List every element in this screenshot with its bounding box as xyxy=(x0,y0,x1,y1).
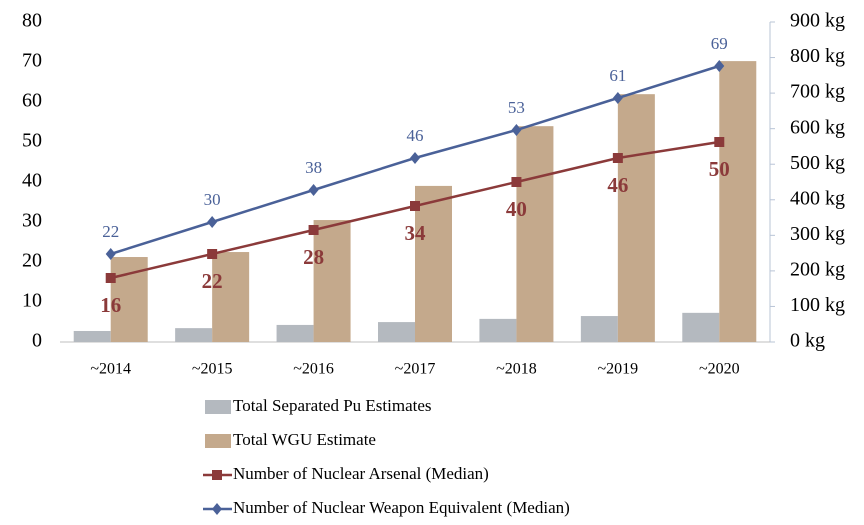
y2-tick-label: 800 kg xyxy=(790,45,845,67)
y2-tick-label: 400 kg xyxy=(790,187,845,209)
y2-tick-label: 500 kg xyxy=(790,152,845,174)
legend-label: Total Separated Pu Estimates xyxy=(233,396,432,415)
marker xyxy=(207,216,218,228)
data-label: 53 xyxy=(508,98,525,117)
y2-tick-label: 200 kg xyxy=(790,258,845,280)
bar xyxy=(617,94,655,342)
marker xyxy=(105,273,116,283)
y-tick-label: 10 xyxy=(22,290,42,312)
x-tick-label: ~2016 xyxy=(293,361,334,378)
data-label: 34 xyxy=(405,221,427,245)
data-label: 50 xyxy=(709,157,730,181)
bar xyxy=(580,316,618,342)
legend-swatch xyxy=(205,434,231,448)
bar xyxy=(682,312,720,342)
data-label: 28 xyxy=(303,245,324,269)
marker xyxy=(105,248,116,260)
legend-marker xyxy=(212,503,222,515)
y-tick-label: 0 xyxy=(32,330,42,352)
bar xyxy=(415,185,452,342)
bar xyxy=(212,252,250,342)
data-label: 22 xyxy=(202,269,223,293)
y-tick-label: 50 xyxy=(22,130,42,152)
marker xyxy=(612,153,623,163)
bar xyxy=(719,61,757,342)
y2-tick-label: 900 kg xyxy=(790,10,845,32)
marker xyxy=(714,60,725,72)
bar xyxy=(516,126,554,342)
marker xyxy=(612,92,623,104)
legend-label: Number of Nuclear Weapon Equivalent (Med… xyxy=(233,498,570,517)
bar xyxy=(276,324,314,342)
x-tick-label: ~2017 xyxy=(395,361,436,378)
data-label: 69 xyxy=(711,34,728,53)
data-label: 38 xyxy=(305,158,322,177)
y2-tick-label: 100 kg xyxy=(790,294,845,316)
x-tick-label: ~2020 xyxy=(699,361,740,378)
bar xyxy=(175,328,213,342)
legend-label: Number of Nuclear Arsenal (Median) xyxy=(233,464,489,483)
y2-tick-label: 600 kg xyxy=(790,116,845,138)
bar xyxy=(378,322,415,342)
data-label: 40 xyxy=(506,197,527,221)
legend-marker xyxy=(212,470,222,480)
data-label: 46 xyxy=(407,126,424,145)
marker xyxy=(410,152,420,164)
y-tick-label: 40 xyxy=(22,170,42,192)
y-tick-label: 20 xyxy=(22,250,42,272)
y-tick-label: 30 xyxy=(22,210,42,232)
data-label: 22 xyxy=(102,222,119,241)
data-label: 61 xyxy=(609,66,626,85)
y2-tick-label: 300 kg xyxy=(790,223,845,245)
x-tick-label: ~2018 xyxy=(496,361,537,378)
data-label: 30 xyxy=(204,190,221,209)
x-tick-label: ~2014 xyxy=(90,361,131,378)
bar xyxy=(73,330,111,342)
legend-swatch xyxy=(205,400,231,414)
y-tick-label: 70 xyxy=(22,50,42,72)
x-tick-label: ~2015 xyxy=(192,361,233,378)
bar xyxy=(479,318,517,342)
marker xyxy=(410,201,420,211)
bar xyxy=(313,220,351,342)
marker xyxy=(308,225,319,235)
marker xyxy=(207,249,218,259)
y2-tick-label: 0 kg xyxy=(790,330,825,352)
data-label: 46 xyxy=(607,173,628,197)
marker xyxy=(308,184,319,196)
marker xyxy=(714,137,725,147)
y2-tick-label: 700 kg xyxy=(790,81,845,103)
data-label: 16 xyxy=(100,293,121,317)
y-tick-label: 80 xyxy=(22,10,42,32)
marker xyxy=(511,124,522,136)
x-tick-label: ~2019 xyxy=(598,361,639,378)
marker xyxy=(511,177,522,187)
y-tick-label: 60 xyxy=(22,90,42,112)
legend-label: Total WGU Estimate xyxy=(233,430,376,449)
